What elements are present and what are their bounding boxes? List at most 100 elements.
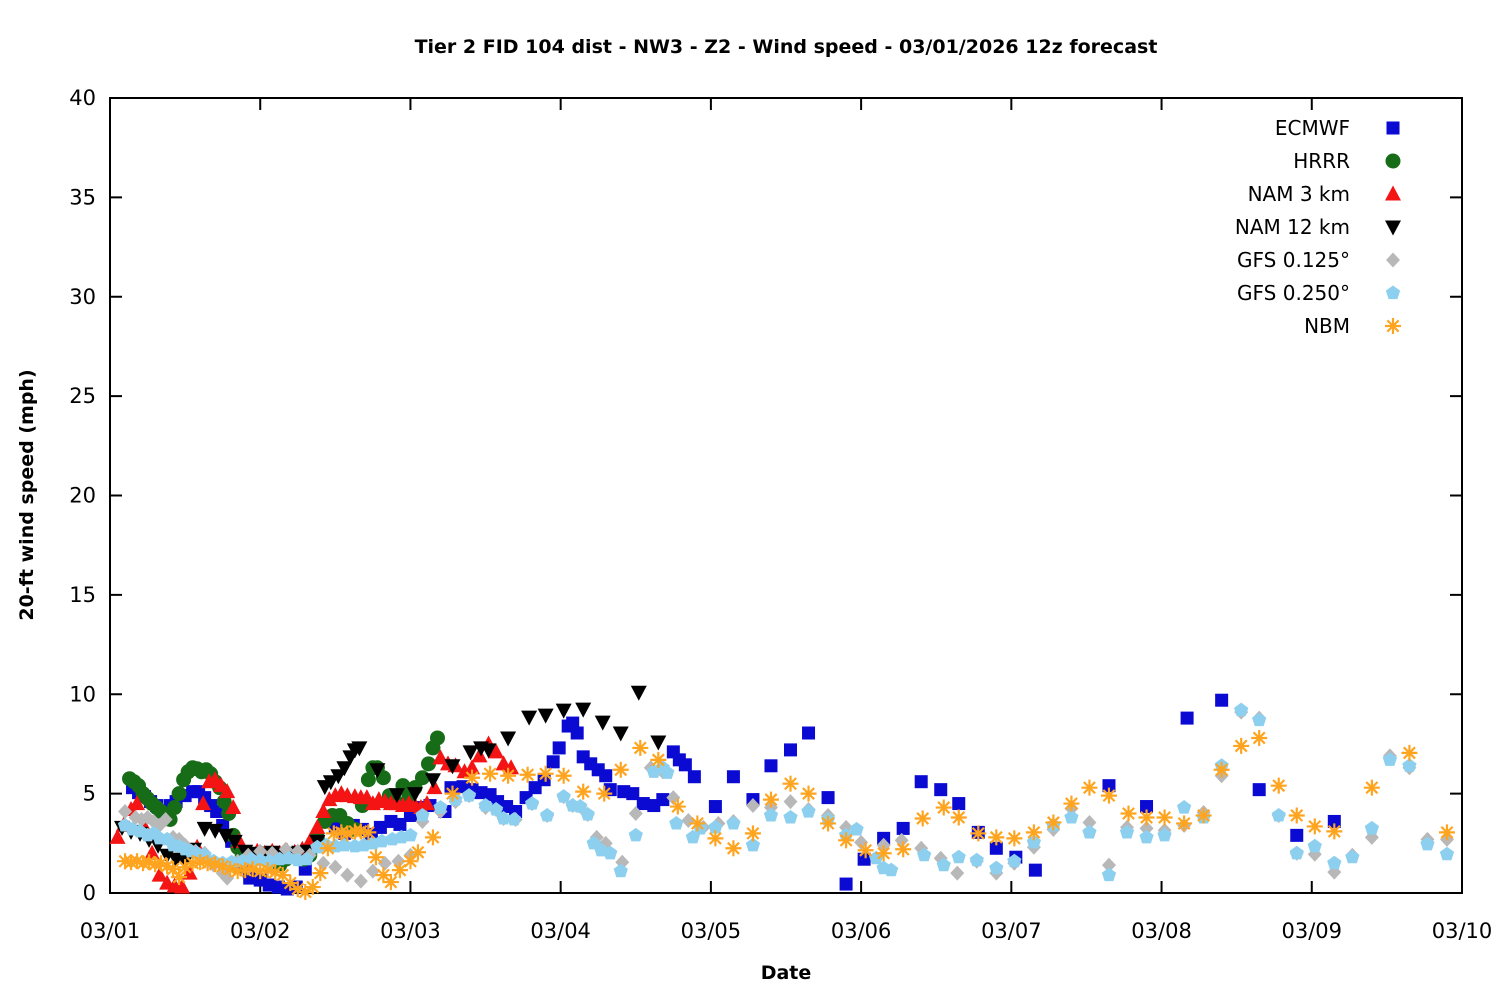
legend-label: HRRR xyxy=(1293,149,1350,173)
square-marker xyxy=(1290,828,1304,842)
pentagon-marker xyxy=(1439,846,1455,861)
circle-marker xyxy=(420,756,436,772)
pentagon-marker xyxy=(628,827,643,842)
asterisk-marker xyxy=(875,845,892,862)
square-marker xyxy=(952,797,966,811)
pentagon-marker xyxy=(969,852,984,867)
asterisk-marker xyxy=(464,769,481,786)
triangle-up-marker xyxy=(464,759,481,775)
asterisk-marker xyxy=(744,825,761,842)
triangle-down-marker xyxy=(406,787,423,803)
asterisk-marker xyxy=(762,791,779,808)
triangle-down-marker xyxy=(388,788,405,804)
asterisk-marker xyxy=(689,815,706,832)
y-tick-label: 15 xyxy=(69,583,96,607)
y-tick-label: 25 xyxy=(69,384,96,408)
asterisk-marker xyxy=(312,865,329,882)
circle-marker xyxy=(171,786,187,802)
diamond-marker xyxy=(353,873,368,889)
asterisk-marker xyxy=(165,861,182,878)
x-tick-label: 03/07 xyxy=(981,919,1042,943)
asterisk-marker xyxy=(259,862,276,879)
asterisk-marker xyxy=(800,785,817,802)
asterisk-marker xyxy=(914,810,931,827)
pentagon-marker xyxy=(580,806,595,821)
asterisk-marker xyxy=(707,830,724,847)
asterisk-marker xyxy=(537,765,554,782)
pentagon-marker xyxy=(506,811,522,826)
triangle-up-marker xyxy=(129,795,146,811)
pentagon-marker xyxy=(1402,758,1417,772)
series-gfs-0-125- xyxy=(118,704,1454,889)
circle-marker xyxy=(429,730,445,746)
diamond-marker xyxy=(1386,252,1400,268)
diamond-marker xyxy=(118,804,133,820)
square-marker xyxy=(1140,800,1154,814)
square-marker xyxy=(678,758,692,772)
asterisk-marker xyxy=(424,829,441,846)
asterisk-marker xyxy=(367,849,384,866)
x-tick-label: 03/05 xyxy=(681,919,742,943)
diamond-marker xyxy=(1101,857,1116,873)
pentagon-marker xyxy=(403,827,418,842)
square-marker xyxy=(989,841,1003,855)
pentagon-marker xyxy=(951,849,966,864)
square-marker xyxy=(636,797,650,811)
triangle-up-marker xyxy=(309,818,326,834)
asterisk-marker xyxy=(500,767,517,784)
asterisk-marker xyxy=(1251,729,1268,746)
triangle-down-marker xyxy=(575,702,592,718)
square-marker xyxy=(210,805,224,819)
diamond-marker xyxy=(340,867,355,883)
triangle-up-marker xyxy=(432,749,449,765)
pentagon-marker xyxy=(763,807,779,822)
asterisk-marker xyxy=(1270,777,1287,794)
triangle-up-marker xyxy=(151,866,168,882)
triangle-down-marker xyxy=(217,828,234,844)
x-tick-label: 03/01 xyxy=(80,919,141,943)
asterisk-marker xyxy=(950,809,967,826)
pentagon-marker xyxy=(660,765,675,779)
pentagon-marker xyxy=(524,796,540,810)
asterisk-marker xyxy=(1156,809,1173,826)
y-tick-label: 35 xyxy=(69,185,96,209)
chart-title: Tier 2 FID 104 dist - NW3 - Z2 - Wind sp… xyxy=(414,36,1158,58)
triangle-down-marker xyxy=(159,848,176,864)
asterisk-marker xyxy=(244,861,261,878)
pentagon-marker xyxy=(1064,809,1079,824)
pentagon-marker xyxy=(415,807,430,822)
asterisk-marker xyxy=(1138,809,1155,826)
triangle-up-marker xyxy=(195,795,212,811)
triangle-down-marker xyxy=(521,710,538,726)
asterisk-marker xyxy=(1213,761,1230,778)
pentagon-marker xyxy=(726,815,741,830)
pentagon-marker xyxy=(669,815,684,830)
pentagon-marker xyxy=(708,819,723,834)
diamond-marker xyxy=(1139,820,1154,836)
pentagon-marker xyxy=(1176,800,1192,814)
asterisk-marker xyxy=(319,840,336,857)
asterisk-marker xyxy=(297,884,314,901)
pentagon-marker xyxy=(1026,834,1041,849)
triangle-up-marker xyxy=(315,803,332,819)
triangle-up-marker xyxy=(225,799,242,815)
pentagon-marker xyxy=(1082,824,1097,839)
asterisk-marker xyxy=(1081,779,1098,796)
square-marker xyxy=(570,726,584,740)
square-marker xyxy=(546,755,560,769)
square-marker xyxy=(1386,121,1400,135)
square-marker xyxy=(914,775,928,789)
asterisk-marker xyxy=(304,879,321,896)
triangle-down-marker xyxy=(369,763,386,779)
triangle-down-marker xyxy=(336,761,353,777)
legend: ECMWF HRRR NAM 3 km NAM 12 km GFS 0.125° GFS … xyxy=(1235,116,1401,338)
pentagon-marker xyxy=(1119,824,1135,839)
y-tick-label: 30 xyxy=(69,285,96,309)
legend-item-nbm: NBM xyxy=(1304,314,1401,338)
triangle-down-marker xyxy=(537,708,554,724)
asterisk-marker xyxy=(1063,795,1080,812)
diamond-marker xyxy=(377,855,392,871)
asterisk-marker xyxy=(1363,779,1380,796)
pentagon-marker xyxy=(1252,712,1267,727)
